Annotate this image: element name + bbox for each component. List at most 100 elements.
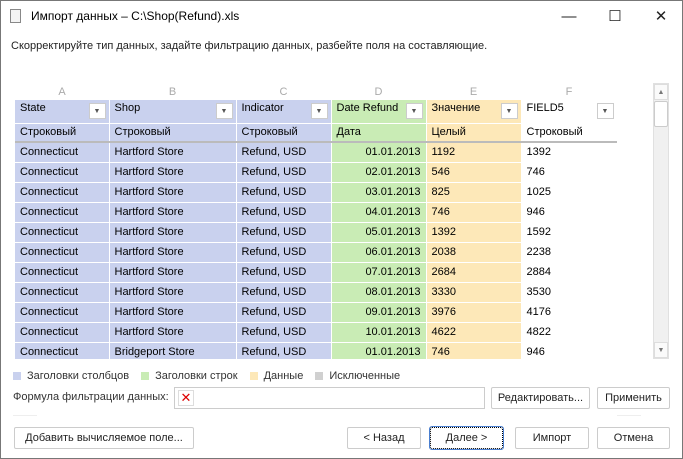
type-cell[interactable]: Дата — [331, 123, 427, 143]
column-letter[interactable]: C — [236, 83, 331, 100]
table-cell[interactable]: Refund, USD — [236, 222, 332, 243]
table-cell[interactable]: Hartford Store — [109, 242, 237, 263]
type-cell[interactable]: Целый — [426, 123, 522, 143]
table-cell[interactable]: 825 — [426, 182, 522, 203]
data-grid[interactable]: A B C D E F State ▼ Shop ▼ Indicator ▼ Date Refund ▼ З… — [15, 83, 617, 359]
table-cell[interactable]: Hartford Store — [109, 262, 237, 283]
column-letter[interactable]: B — [109, 83, 236, 100]
column-header[interactable]: FIELD5 ▼ — [520, 100, 617, 124]
close-button[interactable]: ✕ — [654, 8, 668, 25]
import-button[interactable]: Импорт — [515, 427, 589, 449]
table-cell[interactable]: Refund, USD — [236, 342, 332, 359]
type-cell[interactable]: Строковый — [236, 123, 332, 143]
table-cell[interactable]: 09.01.2013 — [331, 302, 427, 323]
column-header[interactable]: Indicator ▼ — [236, 100, 332, 124]
table-cell[interactable]: Connecticut — [15, 282, 110, 303]
edit-button[interactable]: Редактировать... — [491, 387, 590, 409]
table-cell[interactable]: 01.01.2013 — [331, 342, 427, 359]
table-cell[interactable]: Refund, USD — [236, 302, 332, 323]
table-cell[interactable]: Hartford Store — [109, 182, 237, 203]
column-header[interactable]: Shop ▼ — [109, 100, 237, 124]
table-cell[interactable]: 06.01.2013 — [331, 242, 427, 263]
table-cell[interactable]: 2884 — [520, 262, 617, 283]
type-cell[interactable]: Строковый — [109, 123, 237, 143]
table-cell[interactable]: 2038 — [426, 242, 522, 263]
table-cell[interactable]: 746 — [426, 202, 522, 223]
table-cell[interactable]: 1592 — [520, 222, 617, 243]
apply-button[interactable]: Применить — [597, 387, 670, 409]
minimize-button[interactable]: — — [561, 7, 577, 25]
table-cell[interactable]: 3330 — [426, 282, 522, 303]
table-cell[interactable]: Hartford Store — [109, 302, 237, 323]
vertical-scrollbar[interactable]: ▲ ▼ — [653, 83, 669, 359]
table-cell[interactable]: Connecticut — [15, 162, 110, 183]
table-cell[interactable]: 2238 — [520, 242, 617, 263]
dropdown-arrow-icon[interactable]: ▼ — [596, 103, 614, 119]
dropdown-arrow-icon[interactable]: ▼ — [88, 103, 106, 119]
table-cell[interactable]: Hartford Store — [109, 162, 237, 183]
table-cell[interactable]: Connecticut — [15, 222, 110, 243]
table-cell[interactable]: 1025 — [520, 182, 617, 203]
table-cell[interactable]: Hartford Store — [109, 322, 237, 343]
column-letter[interactable]: A — [15, 83, 109, 100]
clear-formula-icon[interactable]: ✕ — [178, 390, 194, 406]
table-cell[interactable]: Hartford Store — [109, 282, 237, 303]
table-cell[interactable]: Connecticut — [15, 142, 110, 163]
table-cell[interactable]: Refund, USD — [236, 242, 332, 263]
table-cell[interactable]: 10.01.2013 — [331, 322, 427, 343]
dropdown-arrow-icon[interactable]: ▼ — [405, 103, 423, 119]
table-cell[interactable]: Connecticut — [15, 322, 110, 343]
table-cell[interactable]: Refund, USD — [236, 202, 332, 223]
table-cell[interactable]: Refund, USD — [236, 142, 332, 163]
table-cell[interactable]: Connecticut — [15, 242, 110, 263]
table-cell[interactable]: 4176 — [520, 302, 617, 323]
table-cell[interactable]: 746 — [426, 342, 522, 359]
scroll-down-icon[interactable]: ▼ — [654, 342, 668, 358]
table-cell[interactable]: 05.01.2013 — [331, 222, 427, 243]
table-cell[interactable]: Refund, USD — [236, 162, 332, 183]
column-header[interactable]: Значение ▼ — [426, 100, 522, 124]
table-cell[interactable]: Hartford Store — [109, 222, 237, 243]
table-cell[interactable]: 546 — [426, 162, 522, 183]
table-cell[interactable]: 4622 — [426, 322, 522, 343]
table-cell[interactable]: 3530 — [520, 282, 617, 303]
filter-formula-input[interactable]: ✕ — [174, 387, 485, 409]
table-cell[interactable]: Refund, USD — [236, 182, 332, 203]
table-cell[interactable]: Refund, USD — [236, 262, 332, 283]
table-cell[interactable]: 1392 — [426, 222, 522, 243]
table-cell[interactable]: 3976 — [426, 302, 522, 323]
maximize-button[interactable]: ☐ — [608, 8, 622, 25]
dropdown-arrow-icon[interactable]: ▼ — [310, 103, 328, 119]
table-cell[interactable]: Connecticut — [15, 202, 110, 223]
type-cell[interactable]: Строковый — [520, 123, 617, 143]
column-header[interactable]: Date Refund ▼ — [331, 100, 427, 124]
column-letter[interactable]: D — [331, 83, 426, 100]
table-cell[interactable]: Hartford Store — [109, 202, 237, 223]
table-cell[interactable]: Bridgeport Store — [109, 342, 237, 359]
table-cell[interactable]: Connecticut — [15, 262, 110, 283]
table-cell[interactable]: 08.01.2013 — [331, 282, 427, 303]
table-cell[interactable]: 946 — [520, 202, 617, 223]
table-cell[interactable]: 746 — [520, 162, 617, 183]
column-letter[interactable]: F — [521, 83, 617, 100]
dropdown-arrow-icon[interactable]: ▼ — [215, 103, 233, 119]
table-cell[interactable]: 02.01.2013 — [331, 162, 427, 183]
table-cell[interactable]: 2684 — [426, 262, 522, 283]
table-cell[interactable]: Connecticut — [15, 302, 110, 323]
next-button[interactable]: Далее > — [429, 426, 504, 450]
dropdown-arrow-icon[interactable]: ▼ — [500, 103, 518, 119]
column-header[interactable]: State ▼ — [15, 100, 110, 124]
table-cell[interactable]: Refund, USD — [236, 322, 332, 343]
table-cell[interactable]: Refund, USD — [236, 282, 332, 303]
cancel-button[interactable]: Отмена — [597, 427, 670, 449]
column-letter[interactable]: E — [426, 83, 521, 100]
table-cell[interactable]: 01.01.2013 — [331, 142, 427, 163]
scroll-thumb[interactable] — [654, 101, 668, 127]
table-cell[interactable]: 04.01.2013 — [331, 202, 427, 223]
back-button[interactable]: < Назад — [347, 427, 421, 449]
table-cell[interactable]: Hartford Store — [109, 142, 237, 163]
scroll-up-icon[interactable]: ▲ — [654, 84, 668, 100]
table-cell[interactable]: Connecticut — [15, 342, 110, 359]
table-cell[interactable]: 1192 — [426, 142, 522, 163]
table-cell[interactable]: 4822 — [520, 322, 617, 343]
